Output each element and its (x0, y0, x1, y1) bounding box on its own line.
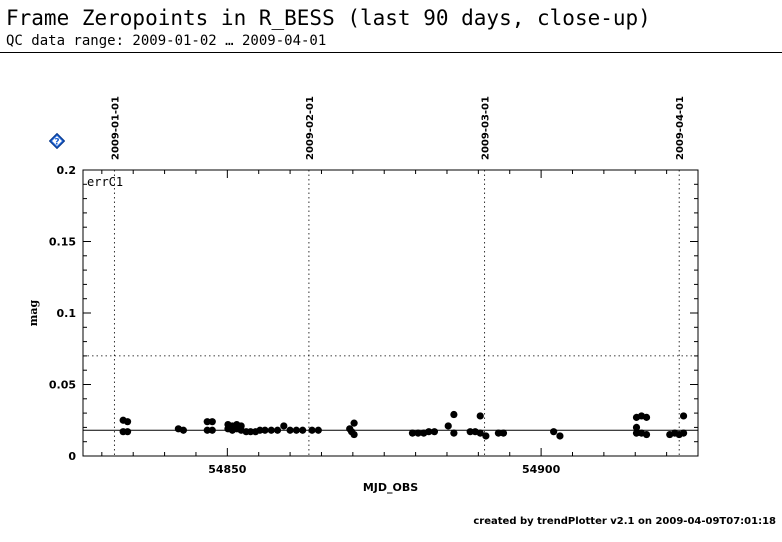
y-axis-label: mag (27, 299, 40, 326)
data-point (444, 422, 452, 430)
data-point (679, 412, 688, 420)
data-point (246, 428, 255, 436)
zeropoint-error-chart: 2009-01-01 2009-02-01 2009-03-01 2009-04-01… (27, 96, 699, 494)
data-point (482, 432, 490, 440)
data-point (425, 428, 433, 436)
credit-line: created by trendPlotter v2.1 on 2009-04-… (473, 516, 776, 527)
data-point (476, 412, 484, 420)
data-point (408, 429, 417, 437)
axis-ticks: 54850 54900 0 0.05 0.1 0.15 0.2 (49, 164, 699, 476)
date-marker-label: 2009-03-01 (481, 96, 492, 160)
data-point (208, 426, 216, 434)
date-marker-label: 2009-04-01 (675, 96, 686, 160)
data-point (642, 413, 651, 421)
data-point (280, 422, 288, 430)
data-point (286, 426, 294, 434)
data-point (632, 429, 641, 437)
date-marker-label: 2009-01-01 (110, 96, 121, 160)
y-tick-label: 0.05 (49, 379, 76, 392)
data-point (499, 429, 508, 437)
data-point (203, 426, 211, 434)
data-point (203, 418, 211, 426)
data-point (550, 428, 558, 436)
data-point (450, 410, 458, 419)
data-point (123, 418, 132, 426)
data-point (679, 429, 688, 437)
reference-lines (83, 355, 698, 431)
data-point (556, 432, 564, 440)
data-point (256, 426, 264, 434)
data-point (476, 429, 484, 437)
data-point (267, 426, 275, 434)
panel-label: errC1 (87, 175, 123, 189)
data-point (350, 419, 358, 427)
data-point (347, 428, 356, 436)
data-point (208, 418, 216, 426)
data-point (261, 426, 269, 434)
data-point (292, 426, 300, 434)
data-point (299, 426, 307, 434)
data-points (119, 410, 688, 440)
page-title: Frame Zeropoints in R_BESS (last 90 days… (6, 6, 651, 30)
x-tick-label: 54900 (522, 463, 561, 476)
data-point (273, 426, 282, 434)
header-divider (0, 52, 782, 53)
data-point (414, 429, 422, 437)
data-point (179, 426, 188, 434)
data-point (642, 430, 651, 439)
data-point (430, 428, 439, 436)
plot-frame (82, 169, 699, 457)
data-point (632, 423, 641, 431)
x-axis-label: MJD_OBS (363, 481, 418, 494)
help-icon-label: ? (54, 138, 59, 148)
data-point (314, 426, 322, 434)
data-point (466, 428, 474, 436)
data-point (494, 429, 503, 437)
y-tick-label: 0.1 (57, 307, 77, 320)
x-tick-label: 54850 (208, 463, 247, 476)
y-tick-label: 0 (68, 450, 76, 463)
data-point (308, 426, 316, 434)
y-tick-label: 0.2 (57, 164, 77, 177)
y-tick-label: 0.15 (49, 236, 76, 249)
help-diamond-icon[interactable]: ? (49, 133, 65, 149)
data-point (450, 429, 458, 437)
date-marker-label: 2009-02-01 (305, 96, 316, 160)
qc-data-range: QC data range: 2009-01-02 … 2009-04-01 (6, 33, 327, 49)
date-markers: 2009-01-01 2009-02-01 2009-03-01 2009-04-01 (110, 96, 686, 456)
data-point (123, 428, 132, 436)
